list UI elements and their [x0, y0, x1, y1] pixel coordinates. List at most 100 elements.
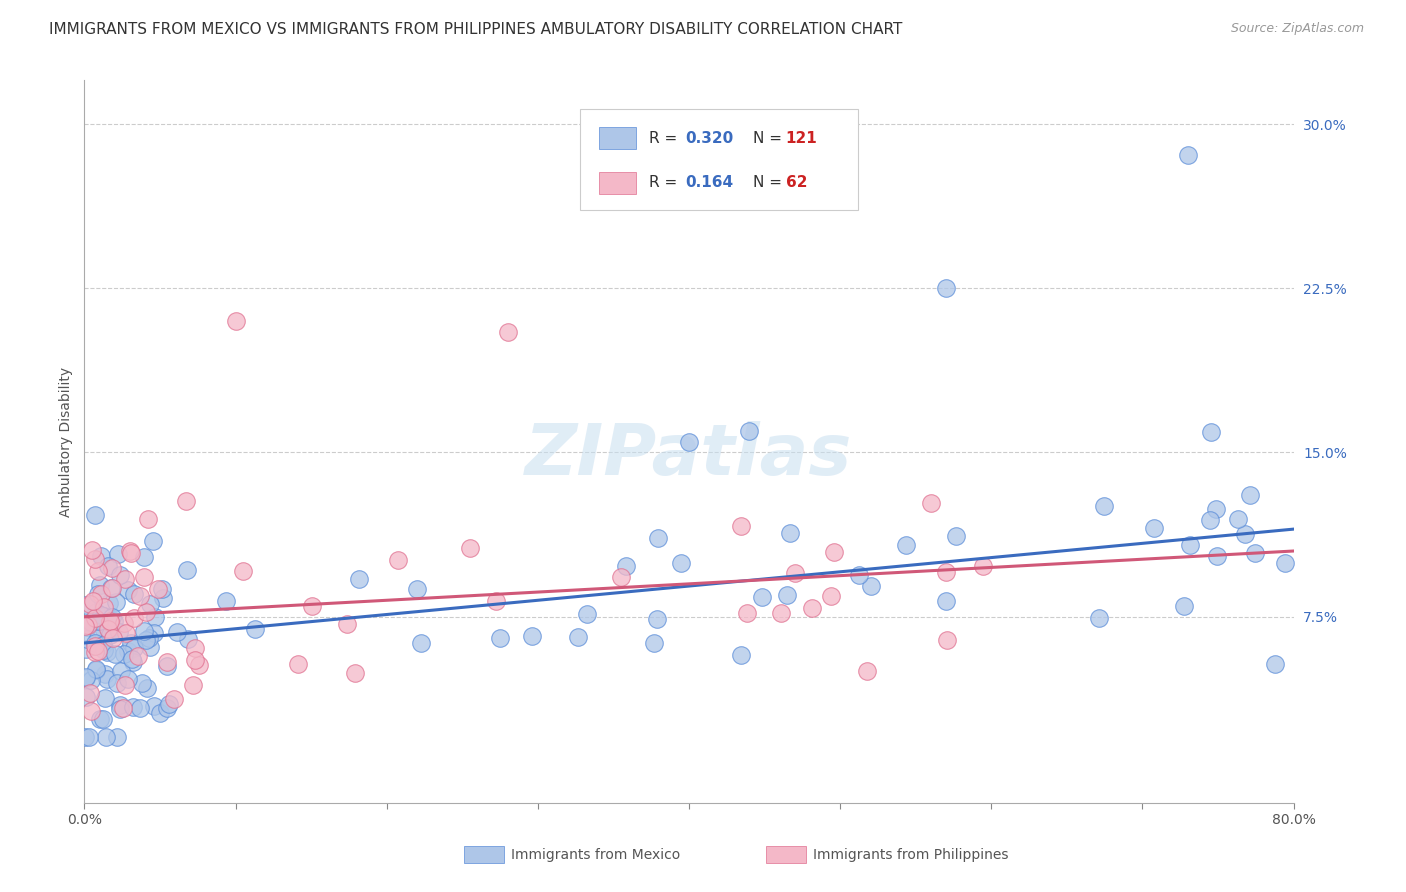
Point [138, 631, 160, 645]
Point [100, 615, 122, 629]
Point [76, 618, 98, 632]
Text: 0.164: 0.164 [685, 176, 734, 190]
Point [496, 325, 519, 339]
Point [972, 559, 994, 574]
Point [80, 704, 103, 718]
Point [935, 281, 957, 295]
Point [75, 671, 97, 685]
Point [225, 314, 247, 328]
Point [114, 572, 136, 586]
Point [783, 566, 806, 580]
Point [156, 701, 179, 715]
Text: Immigrants from Mexico: Immigrants from Mexico [512, 847, 681, 862]
Point [177, 632, 200, 647]
Point [347, 572, 370, 586]
Point [143, 610, 166, 624]
Point [86, 644, 108, 658]
Point [1274, 556, 1296, 570]
Point [936, 632, 959, 647]
Point [405, 582, 427, 596]
Point [118, 543, 141, 558]
Point [105, 595, 128, 609]
Point [730, 648, 752, 662]
Text: 0.320: 0.320 [685, 130, 734, 145]
Point [344, 665, 367, 680]
Point [1088, 611, 1111, 625]
Text: Source: ZipAtlas.com: Source: ZipAtlas.com [1230, 22, 1364, 36]
Point [245, 622, 267, 636]
Point [1205, 502, 1227, 516]
Point [166, 625, 188, 640]
Point [163, 692, 186, 706]
Point [79, 615, 101, 629]
Point [114, 626, 136, 640]
Point [935, 593, 957, 607]
Point [84, 639, 107, 653]
Point [105, 730, 128, 744]
Point [75, 598, 97, 612]
Point [117, 672, 139, 686]
Point [100, 582, 122, 596]
FancyBboxPatch shape [464, 847, 503, 863]
Point [121, 636, 143, 650]
Point [751, 590, 773, 604]
Point [90, 587, 112, 601]
Point [84, 645, 107, 659]
Point [93, 623, 115, 637]
Point [84, 662, 107, 676]
Text: ZIPatlas: ZIPatlas [526, 422, 852, 491]
Point [738, 424, 761, 438]
Point [135, 605, 157, 619]
Point [1239, 488, 1261, 502]
Text: N =: N = [754, 130, 787, 145]
Point [112, 615, 135, 630]
Point [489, 632, 512, 646]
Point [94, 691, 117, 706]
Point [1233, 527, 1256, 541]
Point [79, 597, 101, 611]
Point [76, 620, 98, 634]
Point [730, 518, 752, 533]
Point [576, 607, 599, 621]
FancyBboxPatch shape [599, 172, 636, 194]
Text: R =: R = [650, 130, 682, 145]
Point [108, 625, 131, 640]
Point [139, 640, 162, 654]
Point [77, 730, 100, 744]
Point [610, 570, 633, 584]
Point [1199, 513, 1222, 527]
FancyBboxPatch shape [581, 109, 858, 211]
Point [90, 549, 112, 563]
Point [336, 616, 359, 631]
Point [1264, 657, 1286, 671]
Point [136, 512, 159, 526]
Point [669, 557, 692, 571]
Point [287, 657, 309, 671]
Point [94, 667, 117, 681]
Point [894, 537, 917, 551]
Point [157, 697, 180, 711]
Point [856, 664, 879, 678]
Point [94, 730, 117, 744]
Point [156, 655, 179, 669]
Point [411, 636, 433, 650]
Point [97, 559, 120, 574]
Point [143, 698, 166, 713]
Point [98, 614, 121, 628]
Point [1227, 512, 1250, 526]
Point [737, 606, 759, 620]
Point [110, 664, 132, 678]
Point [567, 630, 589, 644]
Point [215, 594, 238, 608]
Point [232, 564, 254, 578]
Point [779, 525, 801, 540]
Point [103, 614, 125, 628]
Point [90, 608, 112, 623]
Point [84, 605, 107, 619]
Point [143, 625, 166, 640]
Point [93, 609, 115, 624]
Point [458, 541, 481, 555]
Point [101, 609, 124, 624]
Point [105, 675, 128, 690]
Point [117, 583, 139, 598]
